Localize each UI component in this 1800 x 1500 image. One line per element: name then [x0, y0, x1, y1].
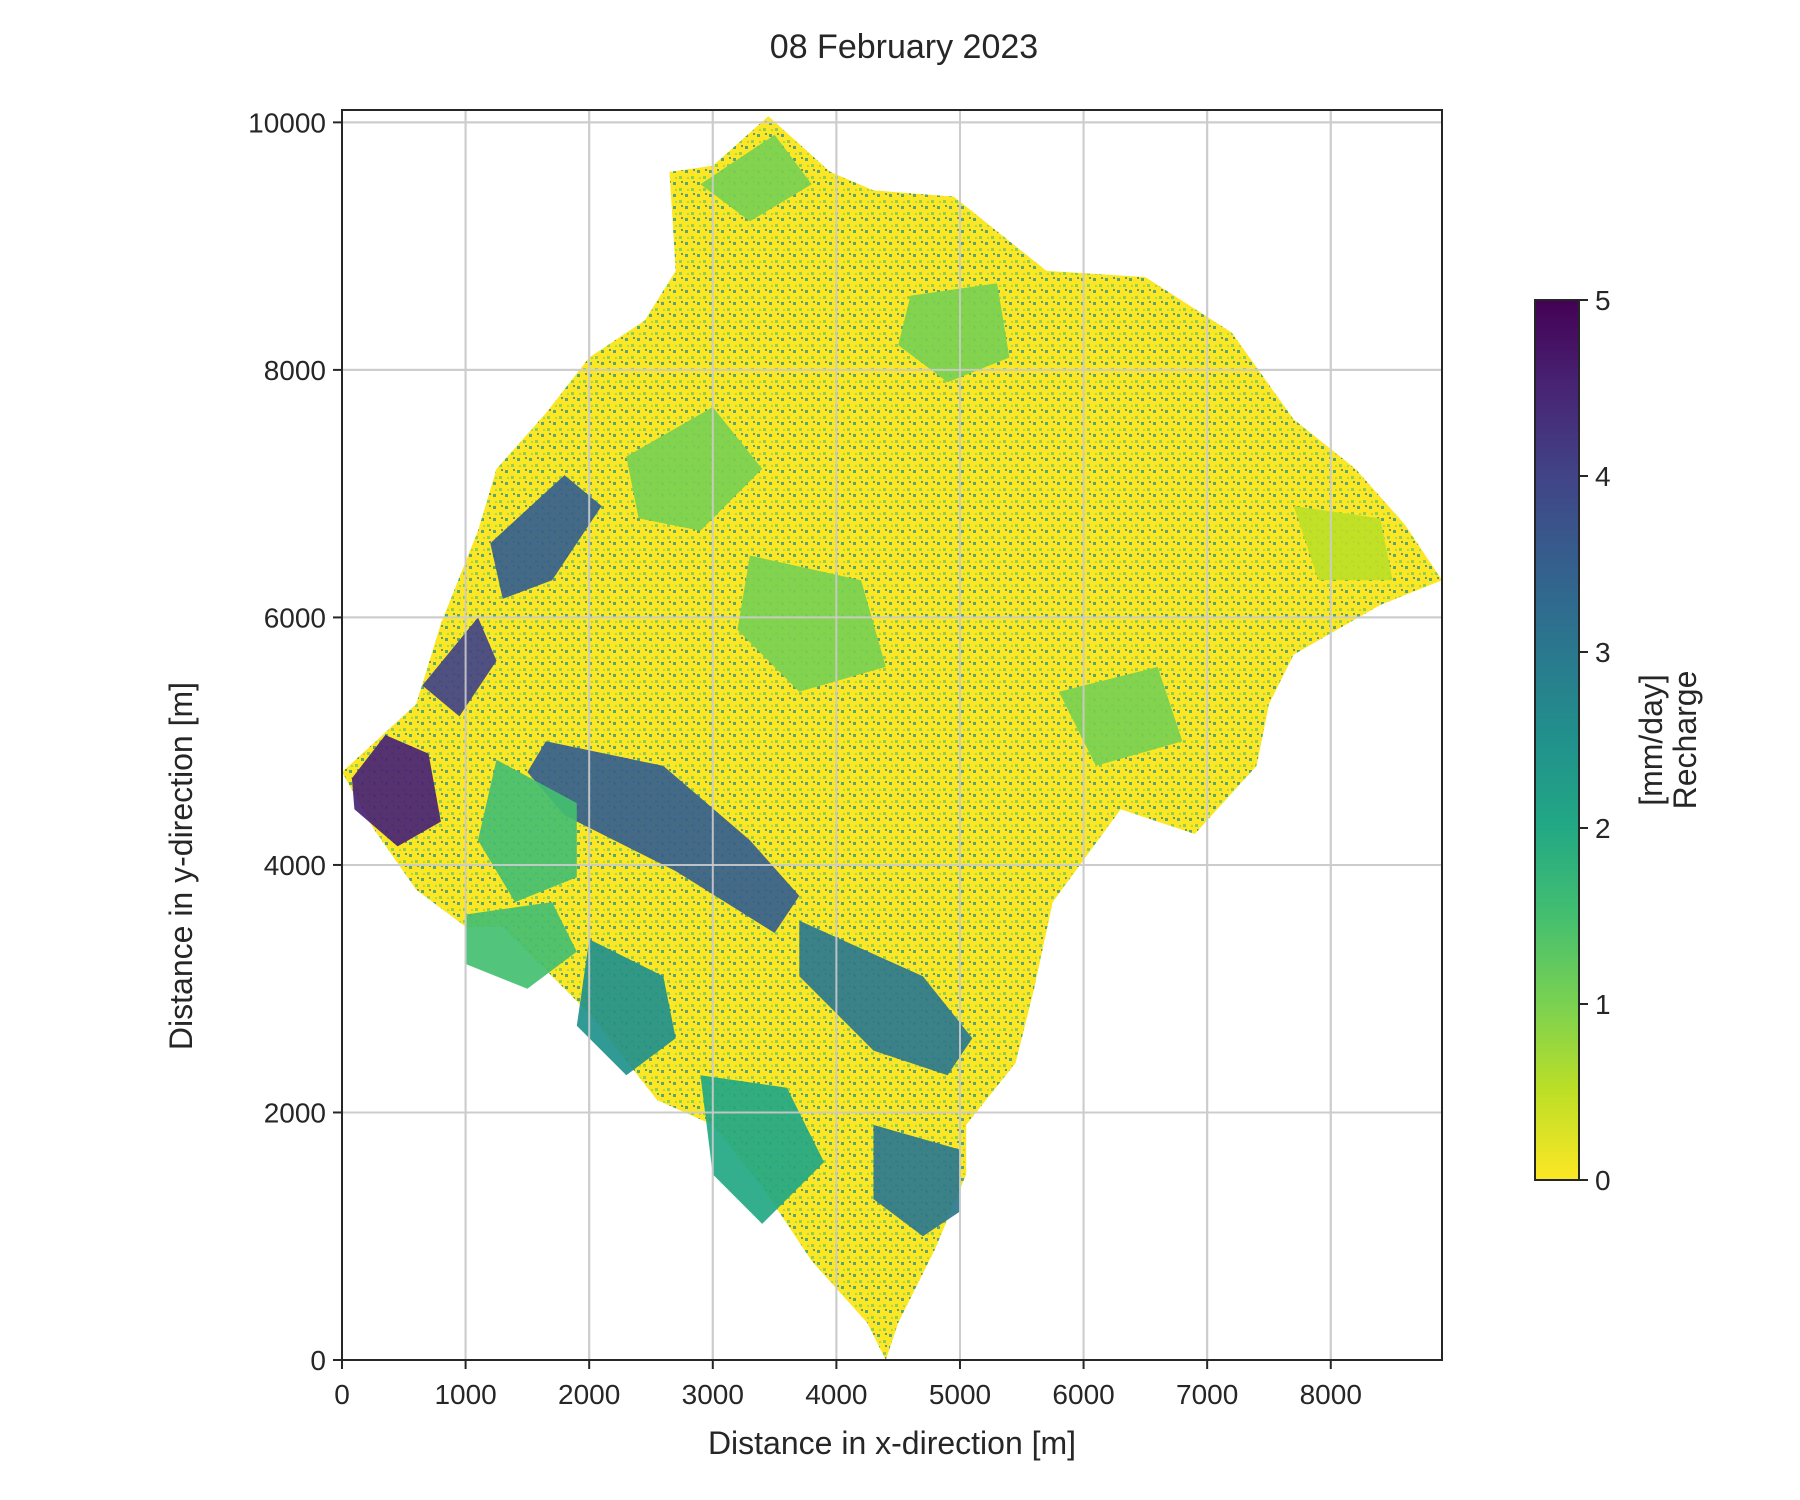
y-tick-label: 10000: [248, 107, 326, 138]
recharge-zone: [1293, 506, 1393, 581]
y-tick-label: 8000: [264, 355, 326, 386]
x-axis-label: Distance in x-direction [m]: [708, 1425, 1076, 1461]
recharge-zone: [737, 555, 886, 692]
colorbar-tick-label: 0: [1595, 1165, 1611, 1196]
recharge-field: [342, 110, 1442, 1360]
recharge-zone: [898, 283, 1010, 383]
recharge-zone: [799, 920, 973, 1076]
x-tick-label: 3000: [682, 1379, 744, 1410]
recharge-zone: [626, 407, 763, 531]
colorbar-tick-label: 2: [1595, 813, 1611, 844]
x-tick-label: 5000: [929, 1379, 991, 1410]
x-tick-label: 8000: [1300, 1379, 1362, 1410]
recharge-zone: [465, 902, 577, 989]
y-tick-label: 4000: [264, 850, 326, 881]
colorbar-label-recharge: Recharge: [1667, 671, 1703, 810]
colorbar-tick-label: 4: [1595, 461, 1611, 492]
colorbar-gradient: [1534, 299, 1580, 1181]
recharge-zone: [873, 1124, 960, 1237]
x-tick-label: 2000: [558, 1379, 620, 1410]
x-tick-label: 6000: [1052, 1379, 1114, 1410]
colorbar-tick-label: 1: [1595, 989, 1611, 1020]
x-tick-label: 4000: [805, 1379, 867, 1410]
x-axis-ticks: 0 1000 2000 3000 4000 5000 6000 7000 8000: [334, 1360, 1362, 1410]
recharge-zone: [1058, 666, 1183, 766]
y-axis-ticks: 0 2000 4000 6000 8000 10000: [248, 107, 342, 1376]
recharge-zone: [527, 741, 800, 933]
colorbar-tick-label: 5: [1595, 285, 1611, 316]
x-tick-label: 7000: [1176, 1379, 1238, 1410]
y-axis-label: Distance in y-direction [m]: [163, 682, 199, 1050]
recharge-zone: [422, 617, 497, 717]
recharge-zone: [478, 759, 577, 903]
plot-frame: [341, 109, 1443, 1361]
recharge-zone: [700, 134, 812, 222]
x-tick-label: 1000: [434, 1379, 496, 1410]
recharge-zone: [576, 939, 676, 1076]
colorbar: 0 1 2 3 4 5 Recharge [mm/day]: [1534, 285, 1703, 1196]
colorbar-ticks: 0 1 2 3 4 5: [1579, 285, 1611, 1196]
recharge-zone: [351, 735, 441, 847]
colorbar-label-units: [mm/day]: [1633, 674, 1669, 806]
catchment-texture: [342, 116, 1442, 1360]
colorbar-tick-label: 3: [1595, 637, 1611, 668]
chart-title: 08 February 2023: [770, 28, 1038, 66]
y-tick-label: 0: [310, 1345, 326, 1376]
plot-area: [342, 110, 1442, 1360]
recharge-zone: [490, 475, 602, 599]
y-tick-label: 2000: [264, 1097, 326, 1128]
y-tick-label: 6000: [264, 602, 326, 633]
x-tick-label: 0: [334, 1379, 350, 1410]
